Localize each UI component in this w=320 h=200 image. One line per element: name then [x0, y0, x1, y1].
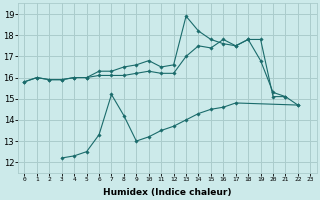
X-axis label: Humidex (Indice chaleur): Humidex (Indice chaleur)	[103, 188, 232, 197]
